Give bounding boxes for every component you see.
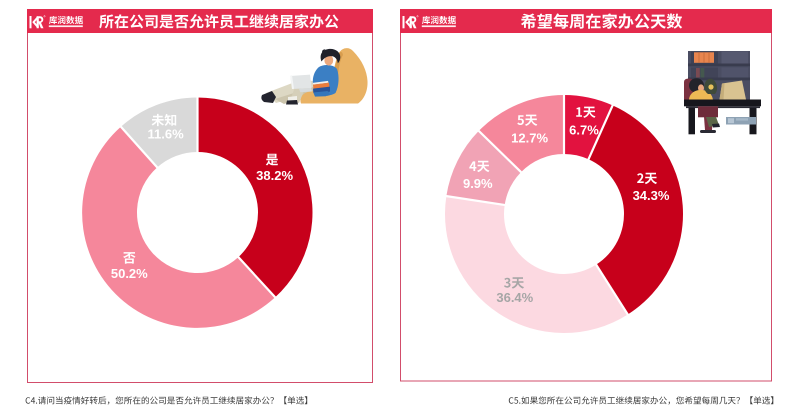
svg-text:50.2%: 50.2% <box>111 266 148 281</box>
svg-text:36.4%: 36.4% <box>496 290 533 305</box>
svg-text:34.3%: 34.3% <box>633 188 670 203</box>
svg-text:12.7%: 12.7% <box>511 131 548 146</box>
svg-text:11.6%: 11.6% <box>148 127 185 142</box>
svg-text:38.2%: 38.2% <box>256 168 293 183</box>
svg-text:9.9%: 9.9% <box>463 176 493 191</box>
svg-text:6.7%: 6.7% <box>569 122 599 137</box>
